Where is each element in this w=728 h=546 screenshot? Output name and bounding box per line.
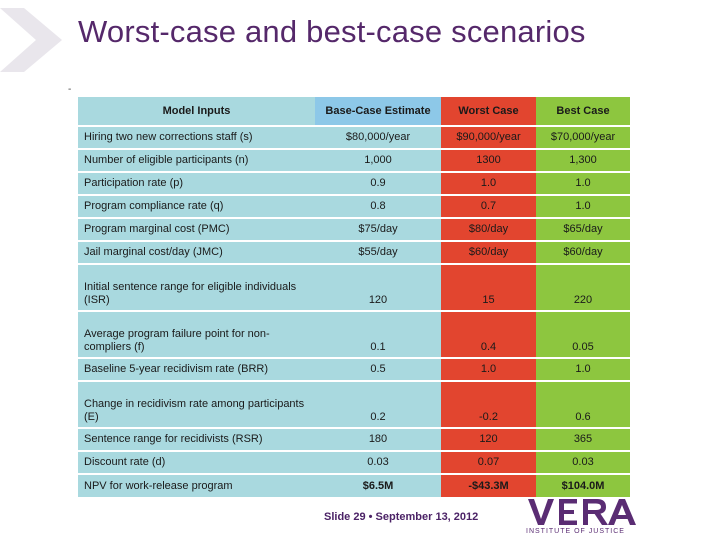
table-row: Participation rate (p) 0.9 1.0 1.0: [78, 172, 630, 196]
row-label: Average program failure point for non-co…: [78, 311, 315, 359]
table-row: Initial sentence range for eligible indi…: [78, 264, 630, 312]
vera-logo-icon: [528, 499, 636, 525]
worst-case-value: -0.2: [441, 381, 536, 429]
worst-case-value: 15: [441, 264, 536, 312]
best-case-value: 1.0: [536, 358, 630, 382]
row-label: Program marginal cost (PMC): [78, 218, 315, 242]
base-case-npv: $6.5M: [315, 474, 441, 499]
base-case-value: $75/day: [315, 218, 441, 242]
best-case-value: 0.6: [536, 381, 630, 429]
slide-footer: Slide 29 • September 13, 2012: [324, 511, 479, 523]
row-label: Program compliance rate (q): [78, 195, 315, 219]
base-case-value: 0.5: [315, 358, 441, 382]
base-case-value: 180: [315, 428, 441, 452]
base-case-value: 0.2: [315, 381, 441, 429]
stray-tick-mark: -: [68, 84, 72, 95]
worst-case-value: 1.0: [441, 172, 536, 196]
worst-case-value: 0.07: [441, 451, 536, 475]
best-case-npv: $104.0M: [536, 474, 630, 499]
slide-title: Worst-case and best-case scenarios: [78, 14, 586, 49]
worst-case-value: 0.4: [441, 311, 536, 359]
base-case-value: 0.03: [315, 451, 441, 475]
base-case-value: 0.8: [315, 195, 441, 219]
row-label: NPV for work-release program: [78, 474, 315, 499]
worst-case-value: $90,000/year: [441, 126, 536, 150]
base-case-value: $80,000/year: [315, 126, 441, 150]
scenario-table: Model Inputs Base-Case Estimate Worst Ca…: [78, 97, 630, 499]
best-case-value: $70,000/year: [536, 126, 630, 150]
base-case-value: 0.9: [315, 172, 441, 196]
header-base-case: Base-Case Estimate: [315, 97, 441, 127]
best-case-value: 1.0: [536, 195, 630, 219]
table-row: Sentence range for recidivists (RSR) 180…: [78, 428, 630, 452]
row-label: Discount rate (d): [78, 451, 315, 475]
best-case-value: $65/day: [536, 218, 630, 242]
table-header-row: Model Inputs Base-Case Estimate Worst Ca…: [78, 97, 630, 127]
header-best-case: Best Case: [536, 97, 630, 127]
best-case-value: 365: [536, 428, 630, 452]
row-label: Sentence range for recidivists (RSR): [78, 428, 315, 452]
best-case-value: 0.05: [536, 311, 630, 359]
table-row: Change in recidivism rate among particip…: [78, 381, 630, 429]
table-row: Average program failure point for non-co…: [78, 311, 630, 359]
row-label: Number of eligible participants (n): [78, 149, 315, 173]
base-case-value: 1,000: [315, 149, 441, 173]
header-worst-case: Worst Case: [441, 97, 536, 127]
table-row: Discount rate (d) 0.03 0.07 0.03: [78, 451, 630, 475]
table-row: Baseline 5-year recidivism rate (BRR) 0.…: [78, 358, 630, 382]
worst-case-value: 1300: [441, 149, 536, 173]
table-row: Program marginal cost (PMC) $75/day $80/…: [78, 218, 630, 242]
table-row: Program compliance rate (q) 0.8 0.7 1.0: [78, 195, 630, 219]
row-label: Participation rate (p): [78, 172, 315, 196]
worst-case-value: $60/day: [441, 241, 536, 265]
row-label: Change in recidivism rate among particip…: [78, 381, 315, 429]
best-case-value: 1,300: [536, 149, 630, 173]
row-label: Jail marginal cost/day (JMC): [78, 241, 315, 265]
base-case-value: 0.1: [315, 311, 441, 359]
worst-case-value: $80/day: [441, 218, 536, 242]
worst-case-value: 120: [441, 428, 536, 452]
best-case-value: 220: [536, 264, 630, 312]
table-row: Hiring two new corrections staff (s) $80…: [78, 126, 630, 150]
base-case-value: 120: [315, 264, 441, 312]
best-case-value: $60/day: [536, 241, 630, 265]
base-case-value: $55/day: [315, 241, 441, 265]
row-label: Baseline 5-year recidivism rate (BRR): [78, 358, 315, 382]
chevron-decoration-icon: [0, 8, 62, 72]
header-model-inputs: Model Inputs: [78, 97, 315, 127]
row-label: Initial sentence range for eligible indi…: [78, 264, 315, 312]
worst-case-value: 0.7: [441, 195, 536, 219]
worst-case-value: 1.0: [441, 358, 536, 382]
logo-subtitle: INSTITUTE OF JUSTICE: [526, 528, 625, 535]
vera-logo: INSTITUTE OF JUSTICE: [526, 497, 654, 535]
best-case-value: 0.03: [536, 451, 630, 475]
table-row: Jail marginal cost/day (JMC) $55/day $60…: [78, 241, 630, 265]
table-row: Number of eligible participants (n) 1,00…: [78, 149, 630, 173]
worst-case-npv: -$43.3M: [441, 474, 536, 499]
best-case-value: 1.0: [536, 172, 630, 196]
table-row-npv: NPV for work-release program $6.5M -$43.…: [78, 474, 630, 499]
row-label: Hiring two new corrections staff (s): [78, 126, 315, 150]
